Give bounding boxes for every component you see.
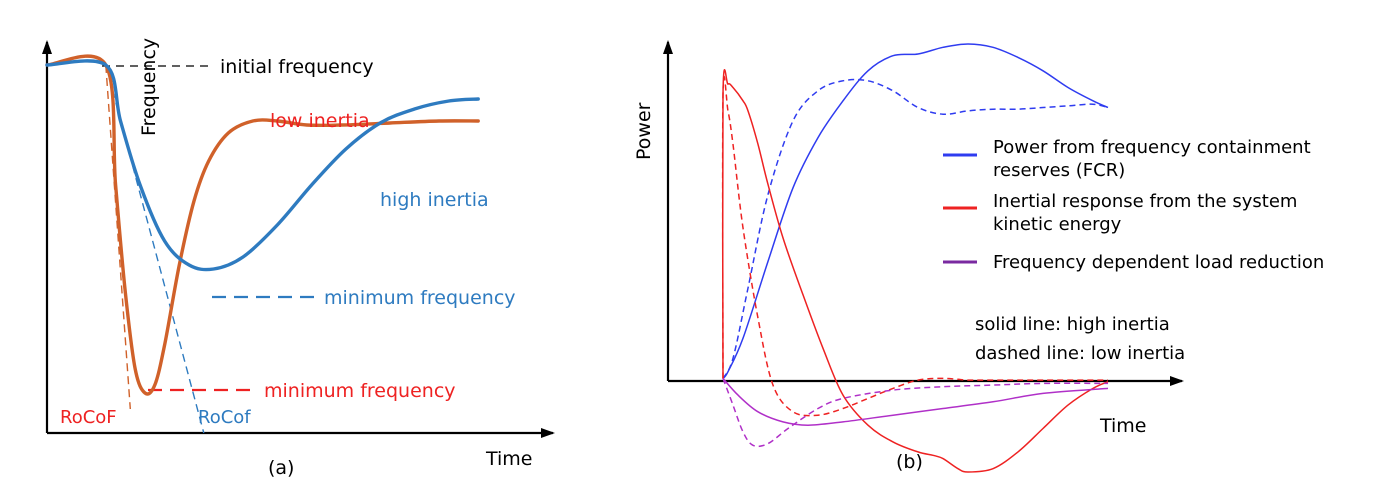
series-load-high-inertia xyxy=(722,377,1109,426)
panel-a-xlabel: Time xyxy=(485,448,533,470)
panel-b-ylabel: Power xyxy=(633,102,655,160)
panel-a-series xyxy=(45,54,480,396)
tangent-rocof xyxy=(105,64,205,434)
series-load-low-inertia xyxy=(722,378,1109,448)
legend-inertial-line2: kinetic energy xyxy=(993,214,1122,235)
series-inertial-low-inertia xyxy=(721,75,1108,417)
panel-b: Power Time (b) Power from frequency cont… xyxy=(633,40,1324,473)
legend-load-line1: Frequency dependent load reduction xyxy=(993,252,1324,273)
series-fcr-low-inertia xyxy=(722,78,1109,379)
annotation-low-inertia: low inertia xyxy=(270,110,370,132)
panel-b-xlabel: Time xyxy=(1099,415,1147,437)
series-fcr-high-inertia xyxy=(722,43,1109,379)
panel-b-legend: Power from frequency containment reserve… xyxy=(943,137,1324,273)
annotation-initial-frequency: initial frequency xyxy=(220,56,374,78)
legend-fcr-line1: Power from frequency containment xyxy=(993,137,1311,158)
annotation-rocof-low: RoCoF xyxy=(60,407,117,428)
annotation-high-inertia: high inertia xyxy=(380,189,489,211)
panel-b-label: (b) xyxy=(896,451,923,473)
series-inertial-high-inertia xyxy=(721,69,1109,473)
legend-fcr-line2: reserves (FCR) xyxy=(993,160,1125,181)
note-solid-line: solid line: high inertia xyxy=(975,314,1170,335)
panel-a-tangents xyxy=(105,64,205,434)
panel-a: Frequency Time (a) initial frequency low… xyxy=(42,38,555,479)
panel-a-ylabel: Frequency xyxy=(138,38,160,136)
annotation-min-freq-high: minimum frequency xyxy=(324,287,516,309)
note-dashed-line: dashed line: low inertia xyxy=(975,343,1185,364)
panel-b-series xyxy=(721,43,1109,473)
annotation-min-freq-low: minimum frequency xyxy=(264,380,456,402)
annotation-rocof-high: RoCof xyxy=(198,407,251,428)
series-high-inertia xyxy=(45,59,480,272)
tangent-rocof xyxy=(105,64,131,410)
legend-inertial-line1: Inertial response from the system xyxy=(993,191,1297,212)
panel-a-label: (a) xyxy=(268,457,294,479)
series-low-inertia xyxy=(45,54,480,396)
